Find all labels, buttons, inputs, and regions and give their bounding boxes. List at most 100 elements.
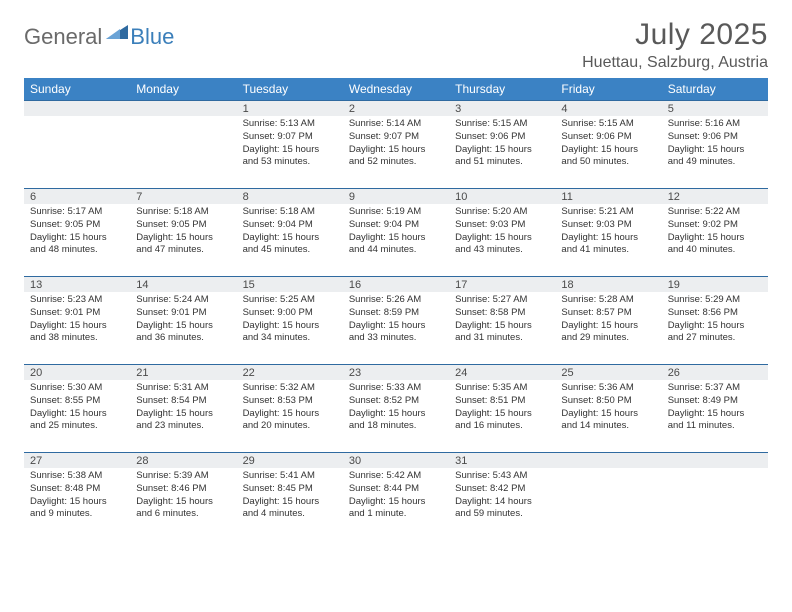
day-details: Sunrise: 5:42 AMSunset: 8:44 PMDaylight:… <box>343 468 449 525</box>
sunset-text: Sunset: 9:02 PM <box>668 219 762 232</box>
calendar-cell: 15Sunrise: 5:25 AMSunset: 9:00 PMDayligh… <box>237 276 343 364</box>
day-number: 4 <box>555 100 661 116</box>
calendar-cell: 27Sunrise: 5:38 AMSunset: 8:48 PMDayligh… <box>24 452 130 540</box>
weekday-header: Tuesday <box>237 78 343 100</box>
sunset-text: Sunset: 9:06 PM <box>668 131 762 144</box>
day-details: Sunrise: 5:25 AMSunset: 9:00 PMDaylight:… <box>237 292 343 349</box>
day-number: 18 <box>555 276 661 292</box>
sunset-text: Sunset: 9:05 PM <box>136 219 230 232</box>
day-details: Sunrise: 5:22 AMSunset: 9:02 PMDaylight:… <box>662 204 768 261</box>
sunrise-text: Sunrise: 5:19 AM <box>349 206 443 219</box>
day-details: Sunrise: 5:31 AMSunset: 8:54 PMDaylight:… <box>130 380 236 437</box>
sunrise-text: Sunrise: 5:14 AM <box>349 118 443 131</box>
calendar-cell: 7Sunrise: 5:18 AMSunset: 9:05 PMDaylight… <box>130 188 236 276</box>
sunset-text: Sunset: 8:56 PM <box>668 307 762 320</box>
day-details: Sunrise: 5:29 AMSunset: 8:56 PMDaylight:… <box>662 292 768 349</box>
sunrise-text: Sunrise: 5:16 AM <box>668 118 762 131</box>
calendar-cell: 5Sunrise: 5:16 AMSunset: 9:06 PMDaylight… <box>662 100 768 188</box>
sunrise-text: Sunrise: 5:42 AM <box>349 470 443 483</box>
sunset-text: Sunset: 8:49 PM <box>668 395 762 408</box>
day-number: 25 <box>555 364 661 380</box>
sunrise-text: Sunrise: 5:27 AM <box>455 294 549 307</box>
calendar-cell: 20Sunrise: 5:30 AMSunset: 8:55 PMDayligh… <box>24 364 130 452</box>
day-number: 30 <box>343 452 449 468</box>
daylight-text: Daylight: 15 hours and 43 minutes. <box>455 232 549 258</box>
daylight-text: Daylight: 15 hours and 53 minutes. <box>243 144 337 170</box>
day-details: Sunrise: 5:24 AMSunset: 9:01 PMDaylight:… <box>130 292 236 349</box>
day-number: 20 <box>24 364 130 380</box>
day-number: 23 <box>343 364 449 380</box>
daylight-text: Daylight: 15 hours and 41 minutes. <box>561 232 655 258</box>
daylight-text: Daylight: 15 hours and 18 minutes. <box>349 408 443 434</box>
daylight-text: Daylight: 15 hours and 48 minutes. <box>30 232 124 258</box>
calendar-cell: 2Sunrise: 5:14 AMSunset: 9:07 PMDaylight… <box>343 100 449 188</box>
sunset-text: Sunset: 8:46 PM <box>136 483 230 496</box>
location-text: Huettau, Salzburg, Austria <box>582 54 768 72</box>
day-number: 11 <box>555 188 661 204</box>
header: General Blue July 2025 Huettau, Salzburg… <box>24 18 768 72</box>
day-details: Sunrise: 5:38 AMSunset: 8:48 PMDaylight:… <box>24 468 130 525</box>
calendar-cell: 12Sunrise: 5:22 AMSunset: 9:02 PMDayligh… <box>662 188 768 276</box>
weekday-header: Friday <box>555 78 661 100</box>
sunrise-text: Sunrise: 5:35 AM <box>455 382 549 395</box>
calendar-cell: 11Sunrise: 5:21 AMSunset: 9:03 PMDayligh… <box>555 188 661 276</box>
calendar-cell: 26Sunrise: 5:37 AMSunset: 8:49 PMDayligh… <box>662 364 768 452</box>
day-details: Sunrise: 5:27 AMSunset: 8:58 PMDaylight:… <box>449 292 555 349</box>
daylight-text: Daylight: 15 hours and 44 minutes. <box>349 232 443 258</box>
calendar-cell: 18Sunrise: 5:28 AMSunset: 8:57 PMDayligh… <box>555 276 661 364</box>
daylight-text: Daylight: 15 hours and 36 minutes. <box>136 320 230 346</box>
sunset-text: Sunset: 8:53 PM <box>243 395 337 408</box>
calendar-cell: 3Sunrise: 5:15 AMSunset: 9:06 PMDaylight… <box>449 100 555 188</box>
sunrise-text: Sunrise: 5:18 AM <box>243 206 337 219</box>
day-details: Sunrise: 5:33 AMSunset: 8:52 PMDaylight:… <box>343 380 449 437</box>
sunrise-text: Sunrise: 5:25 AM <box>243 294 337 307</box>
day-number: 29 <box>237 452 343 468</box>
daylight-text: Daylight: 15 hours and 6 minutes. <box>136 496 230 522</box>
calendar-cell <box>555 452 661 540</box>
day-details: Sunrise: 5:32 AMSunset: 8:53 PMDaylight:… <box>237 380 343 437</box>
day-number: 26 <box>662 364 768 380</box>
day-details: Sunrise: 5:18 AMSunset: 9:05 PMDaylight:… <box>130 204 236 261</box>
calendar-cell: 24Sunrise: 5:35 AMSunset: 8:51 PMDayligh… <box>449 364 555 452</box>
day-details: Sunrise: 5:28 AMSunset: 8:57 PMDaylight:… <box>555 292 661 349</box>
sunrise-text: Sunrise: 5:20 AM <box>455 206 549 219</box>
daylight-text: Daylight: 15 hours and 1 minute. <box>349 496 443 522</box>
day-number: 27 <box>24 452 130 468</box>
day-number: 13 <box>24 276 130 292</box>
day-details: Sunrise: 5:35 AMSunset: 8:51 PMDaylight:… <box>449 380 555 437</box>
day-number: 12 <box>662 188 768 204</box>
day-number: 7 <box>130 188 236 204</box>
daylight-text: Daylight: 15 hours and 34 minutes. <box>243 320 337 346</box>
calendar-cell <box>24 100 130 188</box>
logo-text-blue: Blue <box>130 24 174 50</box>
daylight-text: Daylight: 15 hours and 50 minutes. <box>561 144 655 170</box>
day-details: Sunrise: 5:15 AMSunset: 9:06 PMDaylight:… <box>555 116 661 173</box>
calendar-cell: 9Sunrise: 5:19 AMSunset: 9:04 PMDaylight… <box>343 188 449 276</box>
sunrise-text: Sunrise: 5:22 AM <box>668 206 762 219</box>
sunrise-text: Sunrise: 5:13 AM <box>243 118 337 131</box>
weekday-header: Sunday <box>24 78 130 100</box>
calendar-week-row: 27Sunrise: 5:38 AMSunset: 8:48 PMDayligh… <box>24 452 768 540</box>
logo-text-general: General <box>24 24 102 50</box>
calendar-cell: 19Sunrise: 5:29 AMSunset: 8:56 PMDayligh… <box>662 276 768 364</box>
day-details: Sunrise: 5:15 AMSunset: 9:06 PMDaylight:… <box>449 116 555 173</box>
sunset-text: Sunset: 8:50 PM <box>561 395 655 408</box>
daylight-text: Daylight: 15 hours and 4 minutes. <box>243 496 337 522</box>
sunrise-text: Sunrise: 5:43 AM <box>455 470 549 483</box>
sunrise-text: Sunrise: 5:21 AM <box>561 206 655 219</box>
day-number <box>24 100 130 116</box>
calendar-cell: 4Sunrise: 5:15 AMSunset: 9:06 PMDaylight… <box>555 100 661 188</box>
day-number: 22 <box>237 364 343 380</box>
sunrise-text: Sunrise: 5:23 AM <box>30 294 124 307</box>
sunset-text: Sunset: 8:45 PM <box>243 483 337 496</box>
calendar-cell: 22Sunrise: 5:32 AMSunset: 8:53 PMDayligh… <box>237 364 343 452</box>
sunrise-text: Sunrise: 5:31 AM <box>136 382 230 395</box>
sunrise-text: Sunrise: 5:26 AM <box>349 294 443 307</box>
daylight-text: Daylight: 15 hours and 16 minutes. <box>455 408 549 434</box>
calendar-cell: 30Sunrise: 5:42 AMSunset: 8:44 PMDayligh… <box>343 452 449 540</box>
calendar-cell: 28Sunrise: 5:39 AMSunset: 8:46 PMDayligh… <box>130 452 236 540</box>
sunset-text: Sunset: 9:03 PM <box>455 219 549 232</box>
daylight-text: Daylight: 14 hours and 59 minutes. <box>455 496 549 522</box>
sunrise-text: Sunrise: 5:39 AM <box>136 470 230 483</box>
daylight-text: Daylight: 15 hours and 25 minutes. <box>30 408 124 434</box>
